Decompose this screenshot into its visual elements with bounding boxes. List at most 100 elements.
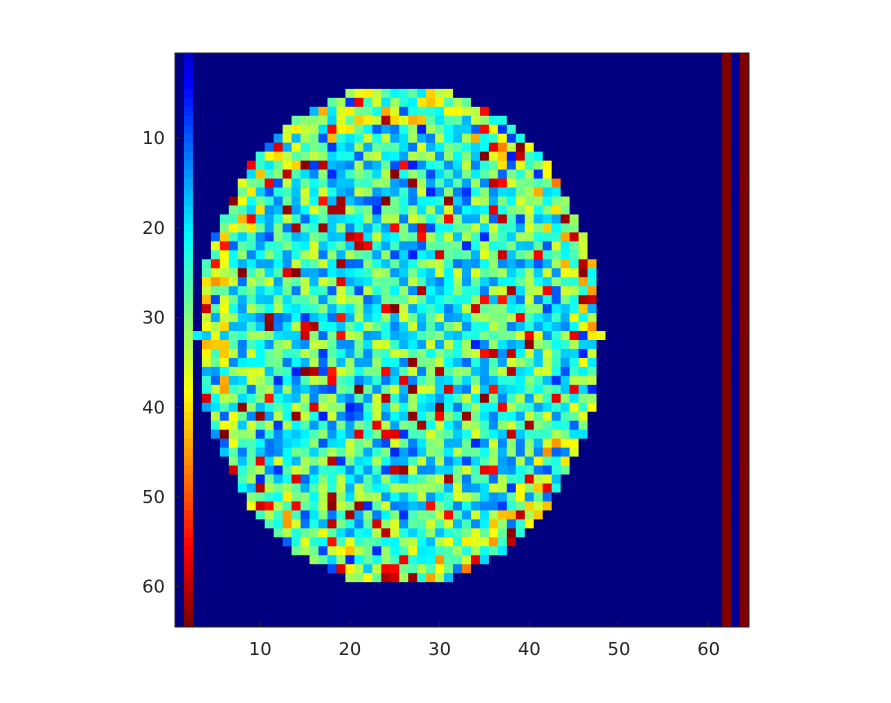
heatmap-cell — [390, 88, 400, 99]
heatmap-cell — [399, 393, 409, 404]
heatmap-cell — [479, 53, 490, 63]
heatmap-cell — [462, 232, 472, 242]
heatmap-cell — [488, 573, 499, 583]
heatmap-cell — [318, 528, 328, 538]
heatmap-cell — [336, 618, 346, 628]
heatmap-cell — [327, 115, 337, 126]
heatmap-cell — [300, 277, 310, 287]
heatmap-cell — [282, 564, 292, 574]
heatmap-cell — [327, 510, 337, 520]
heatmap-cell — [175, 501, 185, 511]
heatmap-cell — [704, 115, 714, 126]
heatmap-cell — [273, 348, 284, 359]
heatmap-cell — [533, 609, 544, 619]
heatmap-cell — [210, 348, 221, 359]
heatmap-cell — [408, 510, 418, 520]
heatmap-cell — [560, 474, 571, 484]
heatmap-cell — [587, 79, 597, 90]
heatmap-cell — [175, 447, 185, 457]
heatmap-cell — [192, 151, 203, 162]
heatmap-cell — [677, 465, 687, 475]
heatmap-cell — [175, 438, 185, 449]
heatmap-cell — [399, 555, 409, 565]
heatmap-cell — [515, 483, 526, 493]
heatmap-cell — [435, 564, 445, 574]
heatmap-cell — [479, 277, 490, 287]
heatmap-cell — [462, 348, 472, 359]
heatmap-cell — [488, 420, 499, 431]
heatmap-cell — [623, 564, 633, 574]
heatmap-cell — [596, 223, 606, 233]
heatmap-cell — [506, 582, 517, 592]
heatmap-cell — [246, 393, 257, 404]
heatmap-cell — [659, 313, 669, 323]
heatmap-cell — [399, 331, 409, 341]
heatmap-cell — [273, 115, 284, 126]
heatmap-cell — [533, 322, 544, 332]
heatmap-cell — [551, 573, 562, 583]
heatmap-cell — [740, 483, 750, 493]
heatmap-cell — [650, 438, 660, 449]
heatmap-cell — [219, 322, 230, 332]
heatmap-cell — [587, 340, 597, 350]
heatmap-cell — [309, 196, 319, 206]
heatmap-cell — [336, 555, 346, 565]
heatmap-cell — [318, 555, 328, 565]
heatmap-cell — [470, 142, 481, 153]
heatmap-cell — [417, 438, 427, 449]
heatmap-cell — [488, 564, 499, 574]
heatmap-cell — [363, 429, 373, 440]
heatmap-cell — [282, 97, 292, 108]
heatmap-cell — [650, 618, 660, 628]
heatmap-cell — [453, 528, 463, 538]
heatmap-cell — [704, 420, 714, 431]
heatmap-cell — [596, 115, 606, 126]
heatmap-cell — [479, 295, 490, 305]
heatmap-cell — [291, 375, 301, 386]
heatmap-cell — [533, 178, 544, 188]
heatmap-cell — [282, 456, 292, 466]
heatmap-cell — [668, 357, 678, 368]
heatmap-cell — [587, 313, 597, 323]
heatmap-cell — [650, 79, 660, 90]
heatmap-cell — [542, 402, 553, 413]
heatmap-cell — [282, 447, 292, 457]
heatmap-cell — [506, 600, 517, 610]
heatmap-cell — [228, 357, 239, 368]
heatmap-cell — [462, 88, 472, 99]
heatmap-cell — [183, 196, 194, 206]
axes-frame — [174, 52, 750, 628]
heatmap-cell — [300, 348, 310, 359]
heatmap-cell — [210, 411, 221, 422]
heatmap-cell — [614, 582, 624, 592]
heatmap-cell — [551, 474, 562, 484]
heatmap-cell — [668, 340, 678, 350]
heatmap-cell — [300, 555, 310, 565]
heatmap-cell — [470, 555, 481, 565]
heatmap-cell — [273, 214, 284, 224]
heatmap-cell — [462, 357, 472, 368]
heatmap-cell — [435, 259, 445, 269]
heatmap-cell — [650, 160, 660, 170]
heatmap-cell — [444, 97, 454, 108]
heatmap-cell — [255, 375, 266, 386]
heatmap-cell — [417, 214, 427, 224]
heatmap-cell — [327, 79, 337, 90]
heatmap-cell — [399, 160, 409, 170]
heatmap-cell — [596, 304, 606, 314]
heatmap-cell — [533, 465, 544, 475]
heatmap-cell — [363, 241, 373, 251]
heatmap-cell — [291, 322, 301, 332]
heatmap-cell — [201, 88, 212, 99]
heatmap-cell — [435, 313, 445, 323]
heatmap-cell — [533, 133, 544, 144]
heatmap-cell — [731, 510, 741, 520]
heatmap-cell — [506, 124, 517, 135]
heatmap-cell — [713, 492, 723, 502]
heatmap-cell — [704, 322, 714, 332]
heatmap-cell — [524, 510, 535, 520]
heatmap-cell — [444, 411, 454, 422]
heatmap-cell — [183, 501, 194, 511]
x-tick-label: 60 — [697, 639, 720, 660]
heatmap-cell — [605, 250, 615, 260]
